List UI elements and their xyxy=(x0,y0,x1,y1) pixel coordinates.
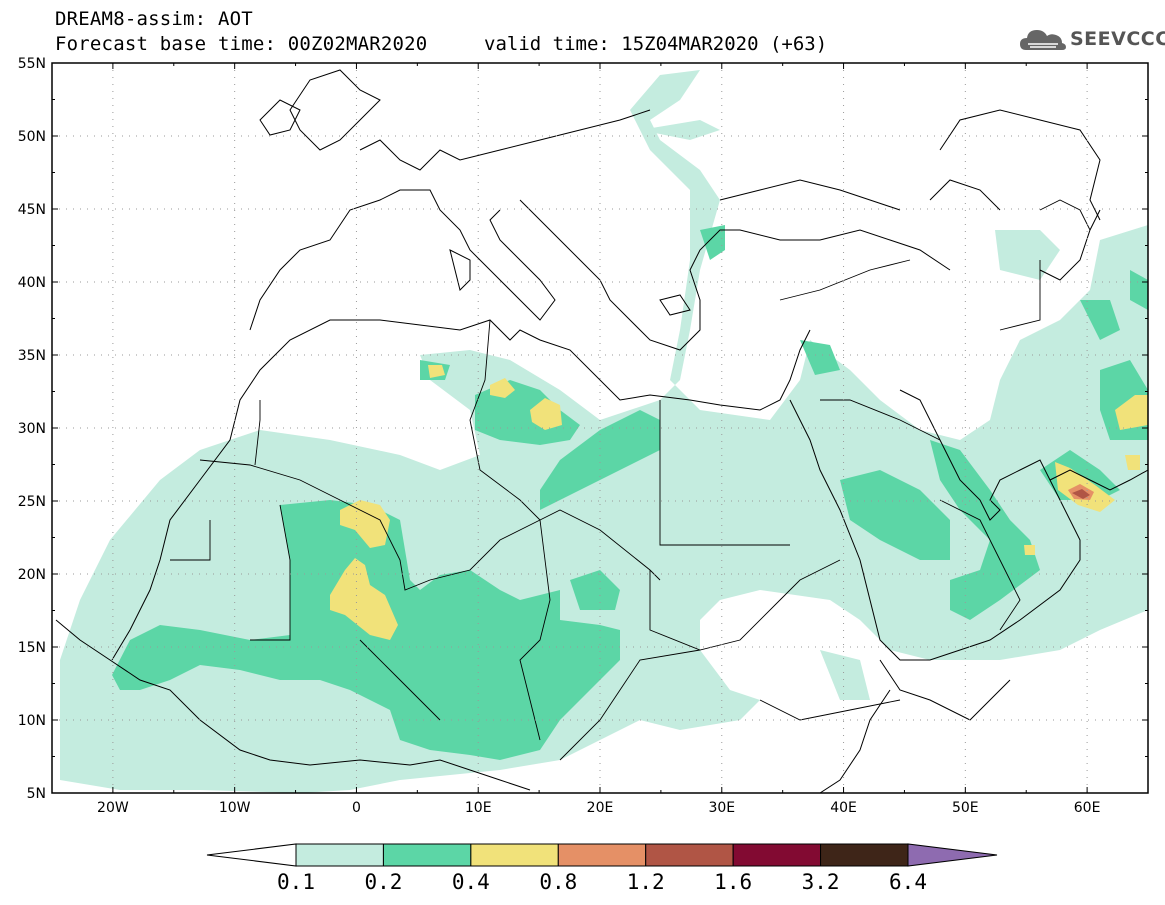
country-borders xyxy=(170,199,1091,761)
colorbar-level-label: 1.2 xyxy=(626,870,665,894)
colorbar-box xyxy=(557,843,647,867)
colorbar-level-label: 6.4 xyxy=(889,870,927,894)
colorbar-level-label: 0.4 xyxy=(451,870,490,894)
colorbar-level-label: 0.2 xyxy=(364,870,403,894)
lon-tick-label: 10E xyxy=(465,800,492,816)
colorbar-box xyxy=(645,843,734,867)
seevccc-logo: SEEVCCC xyxy=(1018,24,1165,56)
colorbar-level-label: 3.2 xyxy=(801,870,840,894)
logo-text: SEEVCCC xyxy=(1070,28,1165,50)
colorbar-box xyxy=(820,843,909,867)
lat-tick-label: 15N xyxy=(18,640,46,656)
lon-tick-label: 0 xyxy=(352,800,361,816)
lon-tick-label: 10W xyxy=(219,800,251,816)
graticule xyxy=(52,63,1148,793)
lon-tick-label: 60E xyxy=(1074,800,1101,816)
colorbar-box xyxy=(470,843,559,867)
colorbar-box xyxy=(295,843,384,867)
axis-ticks xyxy=(51,62,1149,794)
lat-tick-label: 25N xyxy=(18,494,46,510)
colorbar-level-label: 0.8 xyxy=(539,870,578,894)
lon-tick-label: 20E xyxy=(587,800,614,816)
colorbar xyxy=(206,843,998,867)
valid-time: valid time: 15Z04MAR2020 (+63) xyxy=(484,33,828,55)
colorbar-level-label: 1.6 xyxy=(714,870,753,894)
colorbar-box xyxy=(732,843,822,867)
lat-tick-label: 20N xyxy=(18,567,46,583)
lat-tick-label: 10N xyxy=(18,713,46,729)
lon-tick-label: 20W xyxy=(97,800,129,816)
lat-tick-label: 30N xyxy=(18,421,46,437)
cloud-icon xyxy=(1020,30,1066,50)
lat-tick-label: 45N xyxy=(18,202,46,218)
colorbar-box xyxy=(382,843,472,867)
latitude-labels: 55N 50N 45N 40N 35N 30N 25N 20N 15N 10N 5N xyxy=(18,56,46,802)
lat-tick-label: 5N xyxy=(27,786,46,802)
forecast-base-time: Forecast base time: 00Z02MAR2020 xyxy=(55,33,428,55)
lat-tick-label: 50N xyxy=(18,129,46,145)
coastlines xyxy=(55,69,1148,793)
map-title: DREAM8-assim: AOT xyxy=(55,8,253,30)
colorbar-max-arrow xyxy=(907,843,998,867)
colorbar-min-arrow xyxy=(206,843,297,867)
colorbar-level-label: 0.1 xyxy=(277,870,315,894)
lon-tick-label: 30E xyxy=(708,800,735,816)
lon-tick-label: 40E xyxy=(830,800,857,816)
lat-tick-label: 35N xyxy=(18,348,46,364)
lat-tick-label: 40N xyxy=(18,275,46,291)
lat-tick-label: 55N xyxy=(18,56,46,72)
longitude-labels: 20W 10W 0 10E 20E 30E 40E 50E 60E xyxy=(97,800,1100,816)
aot-shading xyxy=(60,70,1148,793)
lon-tick-label: 50E xyxy=(952,800,979,816)
